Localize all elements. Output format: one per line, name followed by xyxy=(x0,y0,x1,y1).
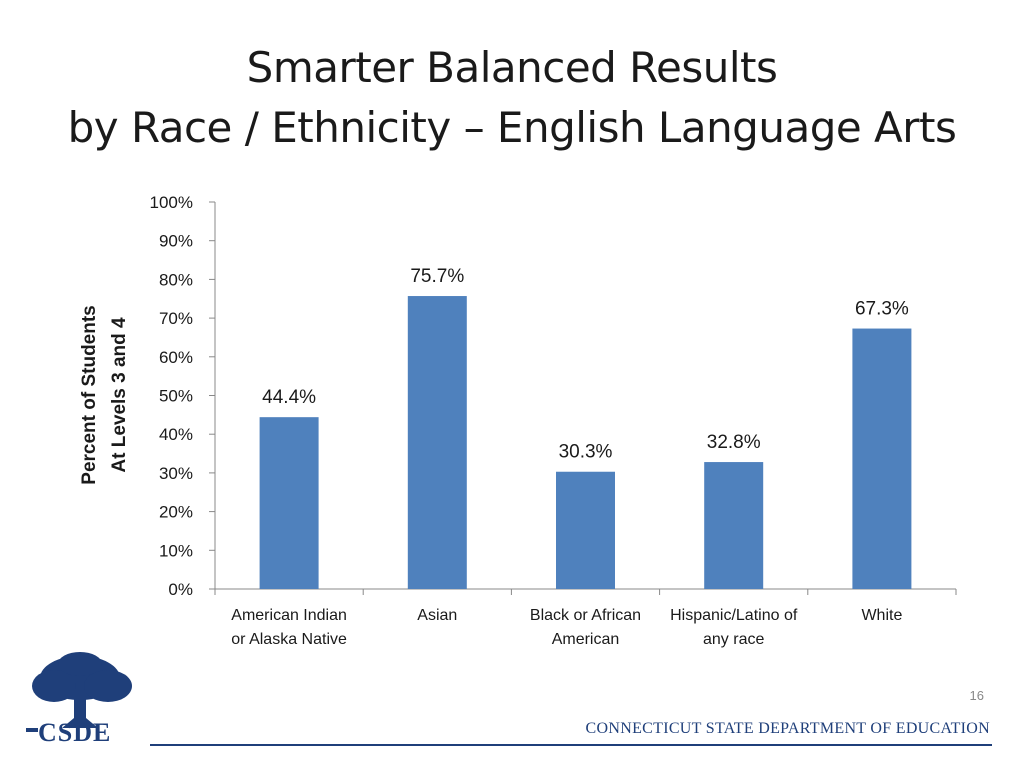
bar-value-label: 30.3% xyxy=(559,442,613,463)
y-tick-label: 80% xyxy=(159,270,193,289)
slide-title-line-2: by Race / Ethnicity – English Language A… xyxy=(67,103,957,152)
x-category-label-line: or Alaska Native xyxy=(231,631,347,648)
x-category-label: Hispanic/Latino of any race xyxy=(670,607,798,648)
y-tick-label: 50% xyxy=(159,387,193,406)
bar xyxy=(556,471,615,589)
x-category-label: Asian xyxy=(417,607,457,624)
bar-value-label: 32.8% xyxy=(707,432,761,453)
x-category-label-line: Hispanic/Latino of xyxy=(670,607,798,624)
organization-name: CONNECTICUT STATE DEPARTMENT OF EDUCATIO… xyxy=(585,720,990,737)
bar-chart: 0% 10% 20% 30% 40% 50% 60% 70% 80% 90% 100% 44.4% Am… xyxy=(79,193,957,648)
y-axis-title-line: At Levels 3 and 4 xyxy=(109,317,130,473)
csde-tree-logo-icon xyxy=(26,652,132,732)
bar xyxy=(852,328,912,589)
x-category-label: Black or African American xyxy=(530,607,641,648)
y-tick-label: 60% xyxy=(159,348,193,367)
x-category-label-line: any race xyxy=(703,631,764,648)
bar-value-label: 44.4% xyxy=(262,387,316,408)
x-category-label-line: American Indian xyxy=(231,607,347,624)
y-tick-label: 70% xyxy=(159,309,193,328)
csde-logo-text: CSDE xyxy=(38,718,112,747)
page-number: 16 xyxy=(969,688,984,703)
y-tick-label: 90% xyxy=(159,232,193,251)
x-category-label: White xyxy=(861,607,902,624)
bar-value-label: 67.3% xyxy=(855,299,909,320)
y-tick-label: 10% xyxy=(159,541,193,560)
y-tick-label: 20% xyxy=(159,503,193,522)
y-tick-label: 40% xyxy=(159,425,193,444)
bar xyxy=(259,417,319,589)
y-tick-label: 0% xyxy=(168,580,193,599)
bar xyxy=(704,462,764,589)
x-category-label-line: Black or African xyxy=(530,607,641,624)
x-category-label: American Indian or Alaska Native xyxy=(231,607,347,648)
slide-title-line-1: Smarter Balanced Results xyxy=(246,43,778,92)
footer-divider xyxy=(150,744,992,746)
y-tick-label: 30% xyxy=(159,464,193,483)
y-tick-label: 100% xyxy=(150,193,193,212)
y-axis-title-line: Percent of Students xyxy=(79,305,100,484)
bar xyxy=(407,296,467,589)
x-category-label-line: White xyxy=(861,607,902,624)
x-category-label-line: Asian xyxy=(417,607,457,624)
slide-title: Smarter Balanced Results by Race / Ethni… xyxy=(0,38,1024,158)
y-axis-title: Percent of Students At Levels 3 and 4 xyxy=(79,305,130,484)
bar-value-label: 75.7% xyxy=(410,266,464,287)
x-category-label-line: American xyxy=(552,631,620,648)
